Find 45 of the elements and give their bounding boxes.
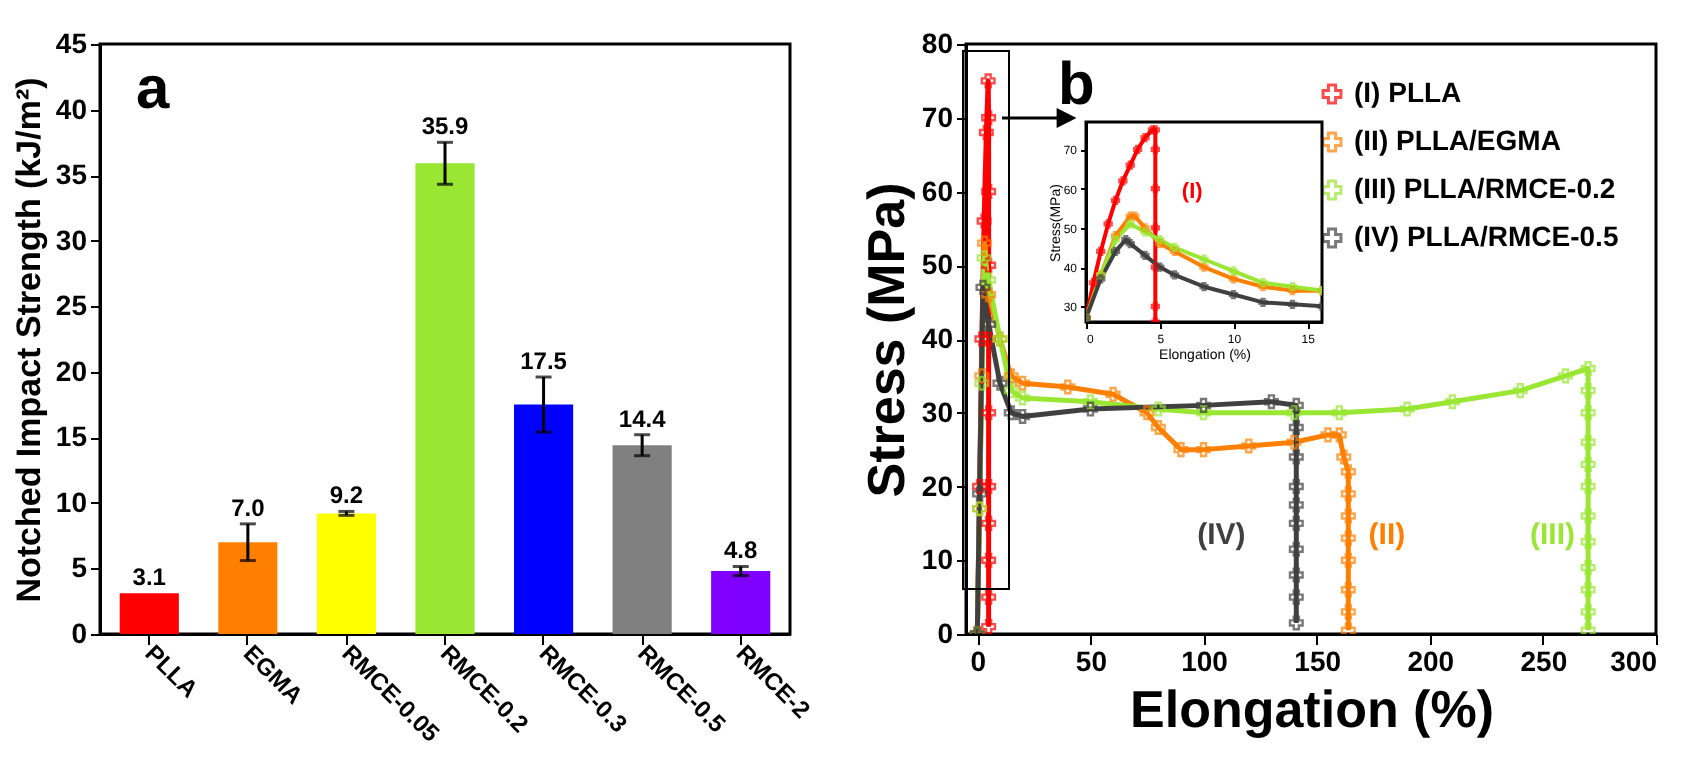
y-tick-label: 35	[55, 158, 88, 191]
annotation: (I)	[1182, 179, 1204, 204]
y-tick-label: 60	[921, 174, 954, 207]
annotation: a	[136, 56, 170, 122]
y-tick-label: 80	[921, 27, 954, 59]
y-tick-label: 40	[921, 322, 954, 354]
y-tick-label: 50	[921, 248, 954, 281]
x-tick-label: 0	[970, 645, 987, 677]
annotation: (II)	[1368, 517, 1406, 552]
y-axis-title: Stress (MPa)	[855, 182, 916, 498]
y-tick-label: 20	[921, 469, 954, 502]
x-axis-title: Elongation (%)	[1130, 679, 1494, 739]
data-label: 35.9	[421, 112, 469, 141]
x-tick-label: 200	[1407, 645, 1455, 677]
y-tick-label: 10	[55, 485, 88, 518]
y-tick-label: 30	[55, 223, 88, 256]
y-tick-label: 45	[55, 27, 88, 59]
legend-label: (II) PLLA/EGMA	[1354, 124, 1561, 156]
y-tick-label: 15	[55, 420, 88, 453]
legend-label: (III) PLLA/RMCE-0.2	[1354, 172, 1616, 204]
annotation: (III)	[1530, 517, 1575, 552]
data-label: 7.0	[231, 493, 266, 522]
y-tick-label: 70	[921, 100, 954, 133]
annotation: (IV)	[1197, 517, 1246, 552]
data-label: 4.8	[724, 536, 759, 565]
data-label: 14.4	[618, 404, 667, 433]
x-tick-label: 100	[1181, 645, 1229, 677]
legend-label: (I) PLLA	[1354, 76, 1462, 108]
data-label: 3.1	[132, 563, 167, 592]
y-tick-label: 30	[921, 395, 954, 428]
data-label: 9.2	[329, 481, 364, 510]
x-tick-label: 150	[1294, 645, 1342, 677]
y-tick-label: 10	[921, 543, 954, 576]
y-tick-label: 20	[55, 354, 88, 387]
x-tick-label: 300	[1610, 645, 1658, 677]
y-tick-label: 0	[937, 617, 954, 649]
y-tick-label: 0	[71, 617, 88, 649]
y-axis-title: Notched Impact Strength (kJ/m²)	[9, 77, 48, 603]
y-tick-label: 25	[55, 289, 88, 322]
x-tick-label: 250	[1520, 645, 1568, 677]
y-tick-label: 5	[71, 551, 88, 584]
y-tick-label: 40	[55, 92, 88, 125]
legend-label: (IV) PLLA/RMCE-0.5	[1354, 220, 1619, 252]
data-label: 17.5	[520, 347, 568, 376]
annotation: b	[1058, 51, 1095, 118]
